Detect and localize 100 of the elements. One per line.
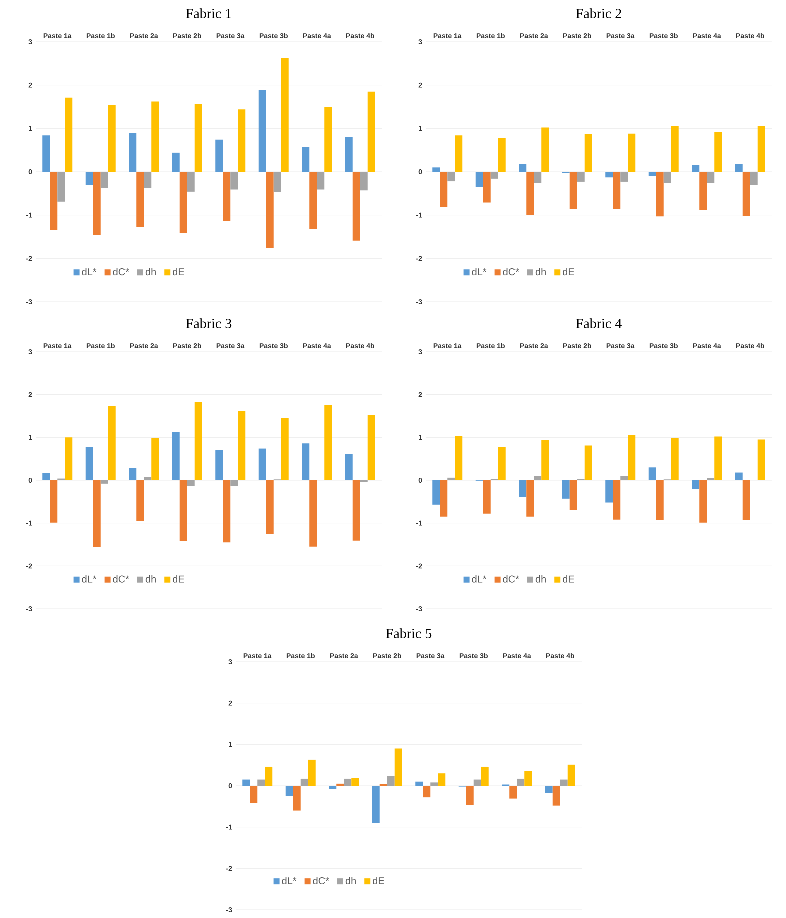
chart-title: Fabric 4 — [576, 318, 622, 328]
bar — [302, 147, 310, 172]
bar — [42, 136, 50, 172]
bar — [758, 126, 766, 172]
bar — [58, 172, 66, 202]
bar — [93, 172, 101, 236]
bar — [664, 172, 672, 184]
bar — [194, 104, 202, 172]
bar — [648, 172, 656, 176]
legend-label: dh — [146, 268, 156, 276]
legend-label: dE — [173, 575, 184, 583]
bar — [552, 786, 560, 806]
bar — [707, 172, 715, 184]
bar — [498, 447, 506, 480]
bar — [372, 786, 380, 824]
bar — [265, 766, 273, 786]
bar — [534, 476, 542, 480]
bar — [100, 172, 108, 188]
bar — [568, 764, 576, 786]
bar — [606, 480, 614, 503]
bar — [440, 172, 448, 208]
bar — [700, 172, 708, 210]
bar — [360, 172, 368, 191]
legend-label: dC* — [113, 575, 130, 583]
bar — [613, 172, 621, 210]
bar — [152, 438, 160, 480]
bar — [483, 172, 491, 203]
bar — [187, 480, 195, 486]
bar — [455, 436, 463, 480]
bar — [223, 480, 231, 543]
bar — [293, 786, 301, 811]
legend-label: dC* — [313, 877, 330, 885]
bar — [136, 480, 144, 522]
bar — [129, 468, 137, 480]
bar — [352, 172, 360, 241]
bar — [258, 448, 266, 480]
bar — [628, 436, 636, 480]
bar — [302, 444, 310, 480]
bar — [394, 748, 402, 786]
bar — [144, 477, 152, 480]
bar — [714, 436, 722, 480]
bar — [519, 164, 527, 172]
bar — [519, 480, 527, 498]
bar — [258, 90, 266, 172]
bar — [671, 438, 679, 480]
chart-title: Fabric 3 — [186, 318, 232, 328]
bar — [432, 168, 440, 172]
bar — [542, 440, 550, 480]
bar — [656, 172, 664, 217]
bar — [300, 778, 308, 786]
bar — [266, 172, 274, 248]
bar — [423, 786, 431, 798]
bar — [416, 782, 424, 786]
bar — [455, 136, 463, 172]
legend-label: dE — [173, 268, 184, 276]
chart-title: Fabric 5 — [386, 628, 432, 638]
legend-label: dL* — [82, 268, 97, 276]
bar — [476, 172, 484, 188]
bar — [742, 480, 750, 520]
bar — [620, 476, 628, 480]
legend-label: dE — [563, 268, 574, 276]
bar — [758, 440, 766, 480]
bar — [368, 415, 376, 480]
legend-label: dh — [536, 575, 546, 583]
bar — [136, 172, 144, 228]
bar — [534, 172, 542, 184]
bar — [368, 92, 376, 172]
bar — [129, 133, 137, 172]
bar — [172, 152, 180, 172]
bar — [274, 172, 282, 192]
bar — [524, 771, 532, 786]
bar — [570, 480, 578, 510]
bar — [42, 473, 50, 480]
bar — [440, 480, 448, 517]
bar — [656, 480, 664, 520]
bar — [50, 480, 58, 523]
bar — [560, 780, 568, 786]
bar — [526, 480, 534, 517]
bar — [606, 172, 614, 178]
bar — [448, 478, 456, 480]
bar — [692, 166, 700, 172]
bar — [430, 782, 438, 786]
bar — [448, 172, 456, 182]
bar — [100, 480, 108, 484]
bar — [281, 418, 289, 480]
bar — [345, 137, 353, 172]
bar — [238, 110, 246, 172]
bar — [466, 786, 474, 806]
bar — [387, 776, 395, 786]
bar — [216, 450, 224, 480]
legend-label: dE — [373, 877, 384, 885]
bar — [700, 480, 708, 523]
bar — [180, 172, 188, 234]
bar — [526, 172, 534, 216]
bar — [180, 480, 188, 542]
bar — [108, 105, 116, 172]
bar — [324, 405, 332, 480]
bar — [562, 480, 570, 499]
bar — [93, 480, 101, 548]
bar — [187, 172, 195, 192]
